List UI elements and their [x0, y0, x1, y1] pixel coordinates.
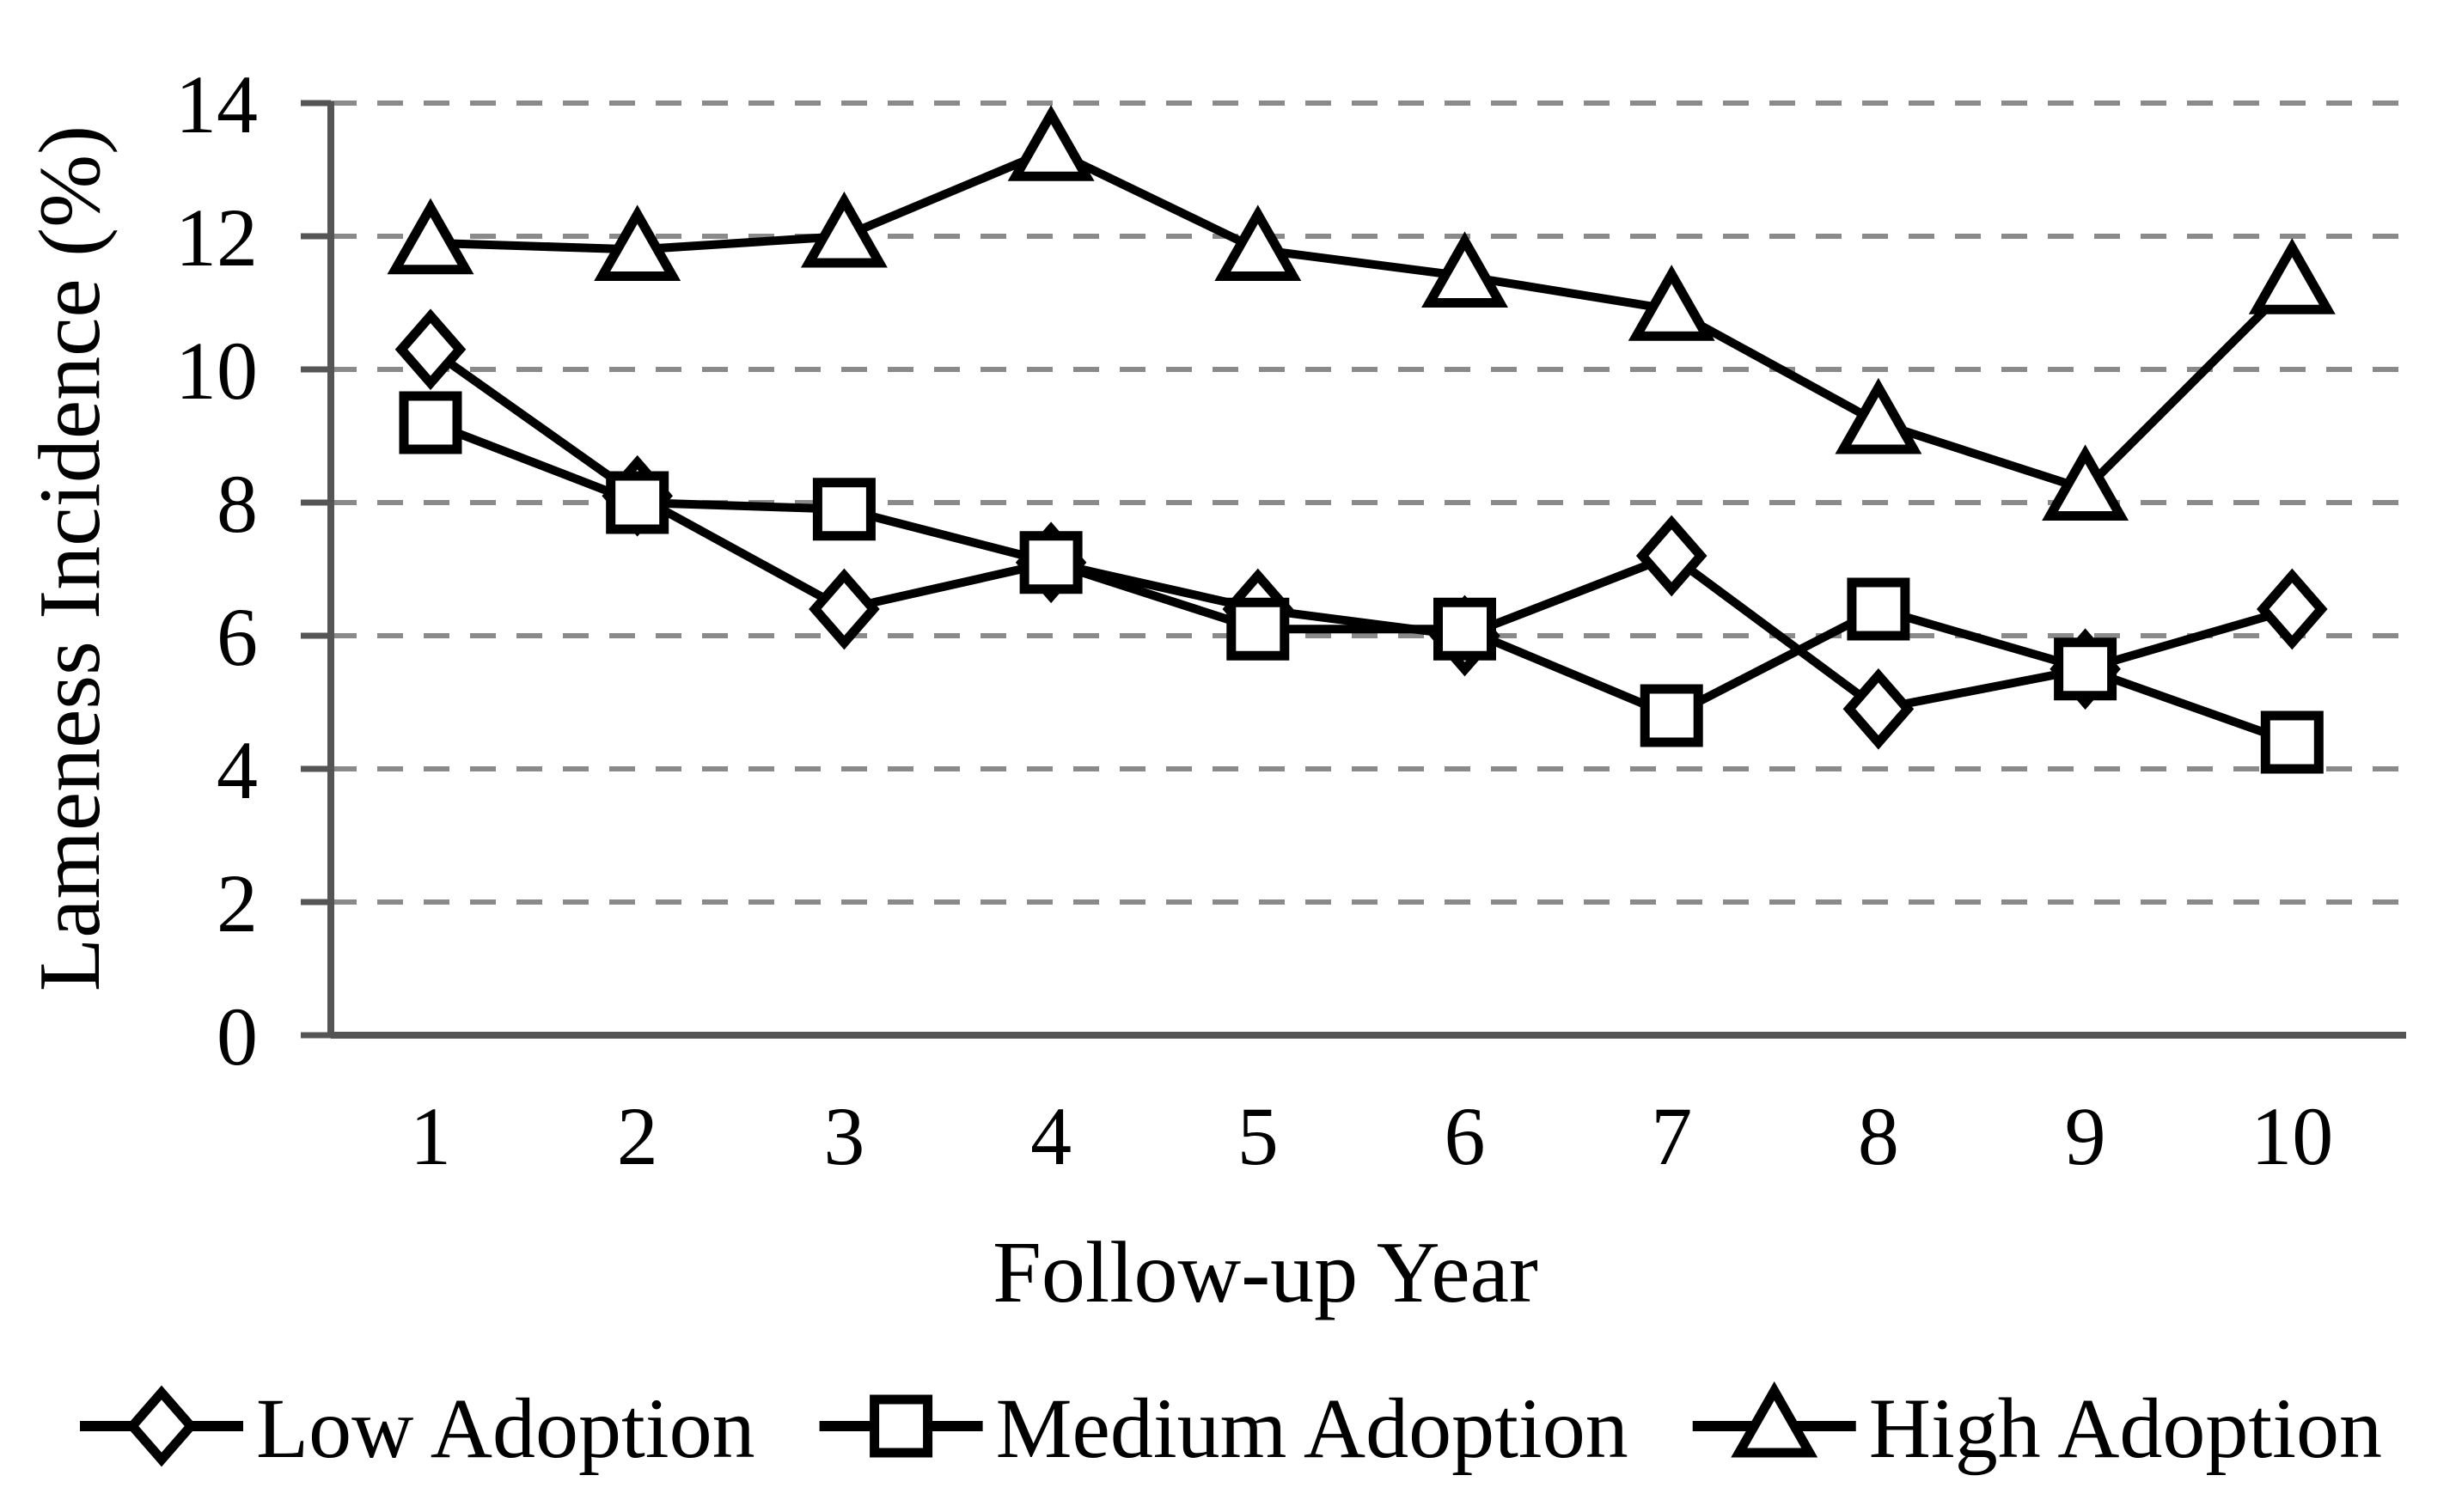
legend-label-high-adoption: High Adoption: [1869, 1381, 2382, 1476]
marker-high-adoption-year-9: [2042, 444, 2129, 521]
marker-medium-adoption-year-1: [399, 391, 462, 454]
legend: Low Adoption Medium Adoption High Adoption: [80, 1381, 2382, 1476]
x-tick-label-5: 5: [1237, 1090, 1279, 1182]
y-tick-label-14: 14: [175, 58, 258, 150]
y-tick-label-6: 6: [217, 591, 258, 683]
y-tick-label-10: 10: [175, 325, 258, 417]
x-tick-label-9: 9: [2065, 1090, 2106, 1182]
marker-low-adoption-year-3: [809, 568, 880, 650]
marker-medium-adoption-year-10: [2260, 710, 2324, 774]
marker-medium-adoption-year-6: [1433, 597, 1496, 661]
x-tick-label-4: 4: [1030, 1090, 1072, 1182]
marker-high-adoption-year-6: [1421, 231, 1508, 308]
legend-marker-low-adoption: [125, 1385, 198, 1467]
marker-medium-adoption-year-3: [812, 478, 876, 541]
legend-item-medium-adoption: Medium Adoption: [819, 1381, 1628, 1476]
marker-low-adoption-year-8: [1842, 668, 1915, 750]
legend-marker-high-adoption: [1731, 1381, 1818, 1458]
marker-medium-adoption-year-8: [1847, 577, 1910, 641]
marker-high-adoption-year-7: [1628, 265, 1715, 341]
x-tick-label-7: 7: [1651, 1090, 1692, 1182]
y-tick-label-8: 8: [217, 458, 258, 550]
marker-high-adoption-year-8: [1835, 377, 1922, 454]
series-low-adoption: [394, 308, 2328, 750]
y-tick-label-2: 2: [217, 857, 258, 949]
series-line-medium-adoption: [429, 418, 2294, 747]
marker-low-adoption-year-7: [1635, 515, 1708, 597]
marker-medium-adoption-year-9: [2054, 637, 2117, 701]
y-tick-label-0: 0: [217, 991, 258, 1082]
marker-high-adoption-year-1: [387, 198, 474, 275]
marker-medium-adoption-year-5: [1226, 597, 1290, 661]
y-tick-label-4: 4: [217, 724, 258, 816]
x-tick-label-3: 3: [823, 1090, 864, 1182]
series-medium-adoption: [399, 391, 2324, 774]
x-tick-label-10: 10: [2251, 1090, 2333, 1182]
series-high-adoption: [387, 105, 2336, 521]
x-tick-label-8: 8: [1858, 1090, 1899, 1182]
marker-medium-adoption-year-4: [1019, 531, 1083, 594]
marker-high-adoption-year-4: [1007, 105, 1095, 181]
legend-item-low-adoption: Low Adoption: [80, 1381, 755, 1476]
marker-low-adoption-year-10: [2257, 568, 2328, 650]
x-tick-label-6: 6: [1445, 1090, 1486, 1182]
legend-item-high-adoption: High Adoption: [1692, 1381, 2382, 1476]
series-line-high-adoption: [430, 145, 2295, 494]
x-tick-label-1: 1: [410, 1090, 451, 1182]
marker-medium-adoption-year-2: [606, 471, 669, 534]
marker-high-adoption-year-10: [2248, 238, 2336, 314]
legend-label-medium-adoption: Medium Adoption: [996, 1381, 1628, 1476]
marker-low-adoption-year-1: [394, 308, 467, 391]
marker-high-adoption-year-5: [1214, 204, 1302, 281]
x-axis-title: Follow-up Year: [993, 1224, 1538, 1321]
series-line-low-adoption: [428, 345, 2294, 714]
legend-marker-medium-adoption: [870, 1394, 933, 1458]
x-tick-label-2: 2: [617, 1090, 658, 1182]
y-tick-label-12: 12: [175, 192, 258, 284]
legend-label-low-adoption: Low Adoption: [256, 1381, 755, 1476]
marker-high-adoption-year-2: [594, 204, 681, 281]
y-axis-title: Lameness Incidence (%): [21, 125, 119, 991]
marker-medium-adoption-year-7: [1640, 684, 1703, 747]
marker-high-adoption-year-3: [800, 191, 888, 268]
